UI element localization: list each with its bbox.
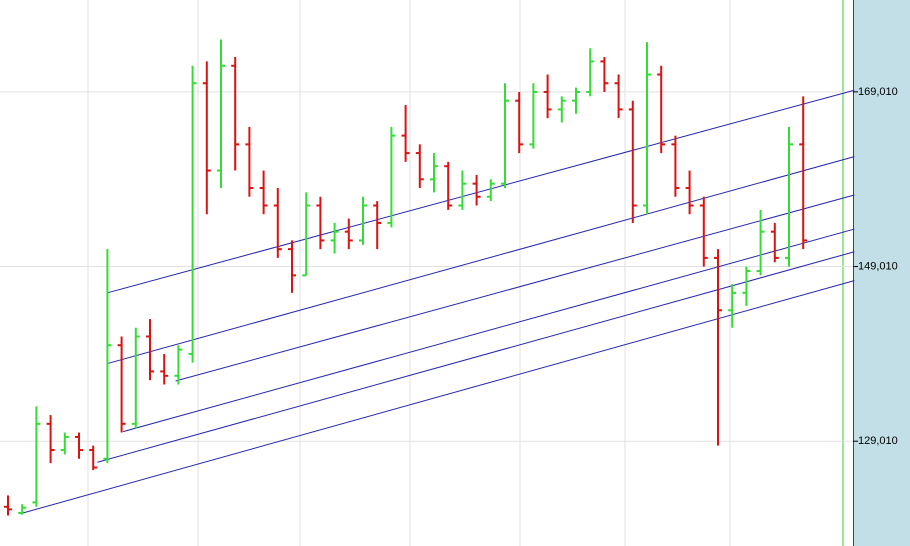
y-tick-label: 149,010 (858, 260, 898, 272)
y-tick-label: 129,010 (858, 435, 898, 447)
trendline (19, 280, 855, 515)
plot-area (0, 0, 853, 546)
vertical-grid (87, 0, 731, 546)
trendline (107, 89, 855, 294)
price-axis-panel (853, 0, 910, 546)
trendline (107, 156, 855, 365)
trendline (122, 228, 855, 433)
trendline (175, 194, 855, 382)
trendline (97, 251, 855, 463)
y-tick-label: 169,010 (858, 86, 898, 98)
